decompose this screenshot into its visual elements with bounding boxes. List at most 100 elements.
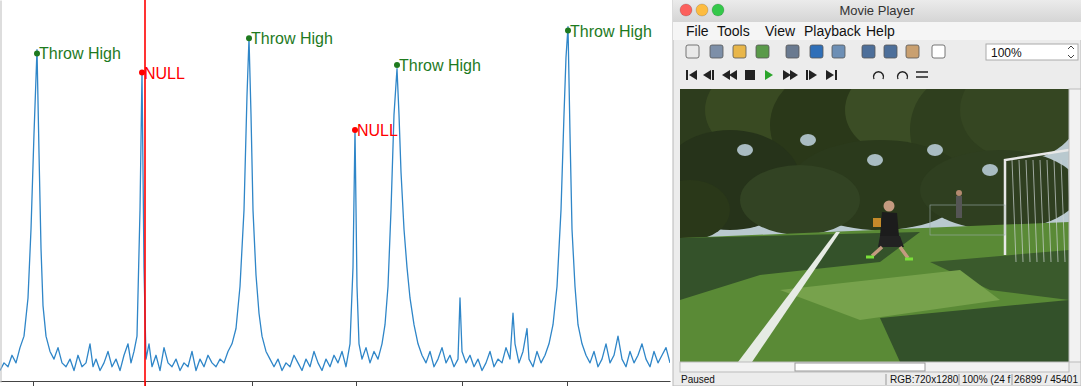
- zoom-dropdown-arrow: [1068, 46, 1074, 58]
- player-body: [880, 212, 899, 236]
- toolbar-icon: [686, 45, 699, 58]
- cursor-line: [144, 0, 146, 386]
- player-ball: [873, 218, 881, 227]
- tree: [740, 165, 860, 235]
- toolbar: 100%: [686, 44, 1078, 60]
- x-tick: [252, 381, 253, 386]
- goal-post: [1005, 150, 1069, 255]
- menu-item: View: [765, 23, 796, 39]
- window-button: [712, 4, 724, 16]
- goal-net: [1054, 160, 1058, 262]
- player-shoes: [866, 257, 913, 259]
- control-icon: [722, 70, 730, 80]
- video-frame: [680, 89, 1069, 362]
- sky-gap: [800, 134, 816, 146]
- toolbar-icon: [884, 45, 897, 58]
- annotations: Throw HighNULLThrow HighNULLThrow HighTh…: [34, 23, 652, 139]
- x-tick: [33, 381, 34, 386]
- title-bar: [673, 0, 1081, 22]
- goal-net: [1012, 160, 1016, 262]
- sky-gap: [927, 144, 943, 156]
- tree: [960, 89, 1069, 160]
- status-text: 100% (24 f: [962, 374, 1011, 385]
- field-lit: [780, 270, 1000, 320]
- annotation-label: NULL: [144, 65, 185, 82]
- toolbar-icon: [710, 45, 723, 58]
- scrollbar-vertical: [1069, 89, 1081, 362]
- annotation-label: Throw High: [570, 23, 652, 40]
- menu-bar: [673, 22, 1081, 40]
- status-separator: [886, 374, 887, 385]
- control-icon: [783, 70, 791, 80]
- tree: [680, 180, 730, 240]
- control-icon: [835, 70, 837, 80]
- toolbar-icon: [862, 45, 875, 58]
- player-shorts: [878, 236, 904, 247]
- x-tick: [356, 381, 357, 386]
- goal-net: [1040, 160, 1044, 262]
- status-text: 26899 / 45401: [1014, 374, 1078, 385]
- field-line: [738, 232, 840, 362]
- y-axis-line: [1, 1, 2, 383]
- playback-controls: [686, 70, 928, 80]
- status-separator: [1012, 374, 1013, 385]
- menu-item: File: [686, 23, 709, 39]
- sky-gap: [982, 164, 998, 176]
- plot-area: [0, 27, 670, 371]
- annotation-label: Throw High: [39, 45, 121, 62]
- annotation-label: Throw High: [251, 30, 333, 47]
- x-tick: [567, 381, 568, 386]
- control-icon: [689, 70, 697, 80]
- window-button: [696, 4, 708, 16]
- status-text: RGB:720x1280: [890, 374, 959, 385]
- control-icon: [686, 70, 688, 80]
- fence: [930, 205, 1005, 235]
- sky-gap: [737, 144, 753, 156]
- player-legs: [872, 247, 908, 258]
- zoom-value: 100%: [991, 46, 1022, 60]
- player-head: [884, 201, 895, 212]
- player: [866, 201, 913, 260]
- x-tick-mark: [567, 381, 568, 386]
- scrollbar-thumb: [795, 363, 925, 371]
- control-icon: [745, 70, 755, 80]
- status-bar: Paused RGB:720x1280100% (24 f26899 / 4540…: [681, 374, 1078, 385]
- x-tick: [462, 381, 463, 386]
- movie-player-window: Movie Player File Tools View PlaybackHelp 100…: [650, 0, 1081, 386]
- control-icon: [826, 70, 834, 80]
- control-icon: [806, 70, 808, 80]
- control-icon: [874, 72, 884, 79]
- toolbar-icon: [733, 45, 746, 58]
- x-axis: [1, 381, 671, 386]
- toolbar-icon: [810, 45, 823, 58]
- status-text: Paused: [681, 374, 715, 385]
- control-icon: [809, 70, 817, 80]
- goal-net: [1061, 160, 1065, 262]
- signal-line: [0, 27, 670, 371]
- x-axis-line: [1, 381, 671, 382]
- toolbar-icon: [832, 45, 845, 58]
- toolbar-icon: [756, 45, 769, 58]
- bystander: [956, 196, 962, 218]
- control-icon: [729, 70, 737, 80]
- goal-net: [1026, 160, 1030, 262]
- field: [680, 222, 1069, 362]
- toolbar-icon: [932, 45, 945, 58]
- annotation-label: NULL: [357, 122, 398, 139]
- control-icon: [703, 70, 711, 80]
- sky-gap: [867, 154, 883, 166]
- y-axis: [1, 1, 2, 383]
- window-button: [680, 4, 692, 16]
- menu-item: Help: [866, 23, 895, 39]
- menu-item: Tools: [717, 23, 750, 39]
- scrollbar-horizontal: [680, 362, 1069, 372]
- toolbar-icon: [906, 45, 919, 58]
- goal-net: [1019, 160, 1023, 262]
- x-tick-mark: [252, 381, 253, 386]
- goal: [930, 150, 1069, 262]
- tree: [920, 150, 1069, 230]
- x-tick-mark: [33, 381, 34, 386]
- menu-item: Playback: [804, 23, 862, 39]
- window-title: Movie Player: [839, 3, 915, 18]
- bystander-head: [956, 190, 962, 196]
